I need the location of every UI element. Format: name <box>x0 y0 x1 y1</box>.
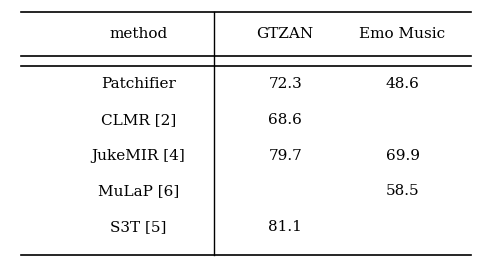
Text: 58.5: 58.5 <box>386 184 419 198</box>
Text: 72.3: 72.3 <box>268 77 302 91</box>
Text: 79.7: 79.7 <box>268 148 302 163</box>
Text: 69.9: 69.9 <box>386 148 420 163</box>
Text: method: method <box>109 28 167 41</box>
Text: 48.6: 48.6 <box>386 77 420 91</box>
Text: 68.6: 68.6 <box>268 113 302 127</box>
Text: MuLaP [6]: MuLaP [6] <box>98 184 179 198</box>
Text: Emo Music: Emo Music <box>360 28 446 41</box>
Text: Patchifier: Patchifier <box>101 77 176 91</box>
Text: GTZAN: GTZAN <box>256 28 314 41</box>
Text: CLMR [2]: CLMR [2] <box>101 113 176 127</box>
Text: JukeMIR [4]: JukeMIR [4] <box>92 148 185 163</box>
Text: S3T [5]: S3T [5] <box>110 220 167 234</box>
Text: 81.1: 81.1 <box>268 220 302 234</box>
